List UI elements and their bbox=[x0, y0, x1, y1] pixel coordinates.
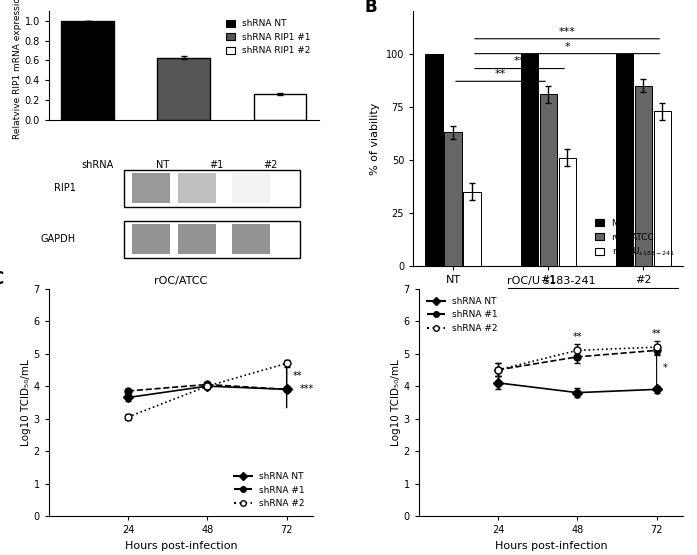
Bar bbox=[158, 58, 210, 120]
Text: ***: *** bbox=[559, 27, 576, 37]
Text: **: ** bbox=[652, 329, 661, 339]
Bar bbox=[654, 111, 671, 266]
Bar bbox=[445, 133, 461, 266]
Title: rOC/U s183-241: rOC/U s183-241 bbox=[507, 276, 595, 286]
Bar bbox=[178, 224, 216, 254]
Bar bbox=[124, 221, 300, 258]
Text: shRNA: shRNA bbox=[82, 160, 114, 170]
Y-axis label: % of viability: % of viability bbox=[370, 103, 380, 175]
Text: **: ** bbox=[495, 69, 506, 79]
Bar bbox=[178, 173, 216, 203]
Legend: shRNA NT, shRNA #1, shRNA #2: shRNA NT, shRNA #1, shRNA #2 bbox=[231, 468, 309, 512]
Y-axis label: Relatvive RIP1 mRNA expression: Relatvive RIP1 mRNA expression bbox=[13, 0, 22, 139]
Text: *: * bbox=[664, 363, 668, 374]
Bar bbox=[232, 224, 270, 254]
Text: **: ** bbox=[293, 371, 302, 381]
Bar bbox=[232, 173, 270, 203]
Bar bbox=[539, 94, 557, 266]
Text: **: ** bbox=[573, 332, 582, 342]
Text: #2: #2 bbox=[263, 160, 277, 170]
Bar bbox=[558, 158, 576, 266]
Title: rOC/ATCC: rOC/ATCC bbox=[154, 276, 208, 286]
Bar bbox=[61, 21, 114, 120]
Legend: shRNA NT, shRNA RIP1 #1, shRNA RIP1 #2: shRNA NT, shRNA RIP1 #1, shRNA RIP1 #2 bbox=[222, 16, 314, 59]
Text: ***: *** bbox=[300, 385, 314, 395]
Bar bbox=[635, 85, 652, 266]
Bar bbox=[425, 54, 443, 266]
Bar bbox=[132, 224, 170, 254]
Text: **: ** bbox=[573, 391, 582, 401]
Text: NT: NT bbox=[155, 160, 169, 170]
Text: #1: #1 bbox=[209, 160, 223, 170]
Bar bbox=[254, 94, 307, 120]
Legend: Mock, rOC/ATCC, rOC/U$_{s183-241}$: Mock, rOC/ATCC, rOC/U$_{s183-241}$ bbox=[592, 215, 679, 262]
Bar bbox=[464, 192, 481, 266]
Bar bbox=[132, 173, 170, 203]
X-axis label: Hours post-infection: Hours post-infection bbox=[125, 541, 237, 551]
Bar bbox=[615, 54, 633, 266]
Text: shRNA RIP1: shRNA RIP1 bbox=[565, 297, 626, 307]
Legend: shRNA NT, shRNA #1, shRNA #2: shRNA NT, shRNA #1, shRNA #2 bbox=[423, 293, 501, 336]
Bar bbox=[521, 54, 537, 266]
Text: B: B bbox=[365, 0, 377, 16]
Text: GAPDH: GAPDH bbox=[40, 234, 76, 244]
Text: RIP1: RIP1 bbox=[54, 183, 76, 193]
X-axis label: Hours post-infection: Hours post-infection bbox=[495, 541, 607, 551]
Text: *: * bbox=[565, 42, 570, 52]
Y-axis label: Log10 TCID₅₀/mL: Log10 TCID₅₀/mL bbox=[391, 359, 401, 446]
Text: **: ** bbox=[514, 57, 526, 67]
Text: C: C bbox=[0, 270, 3, 289]
Y-axis label: Log10 TCID₅₀/mL: Log10 TCID₅₀/mL bbox=[21, 359, 31, 446]
Bar bbox=[124, 170, 300, 206]
